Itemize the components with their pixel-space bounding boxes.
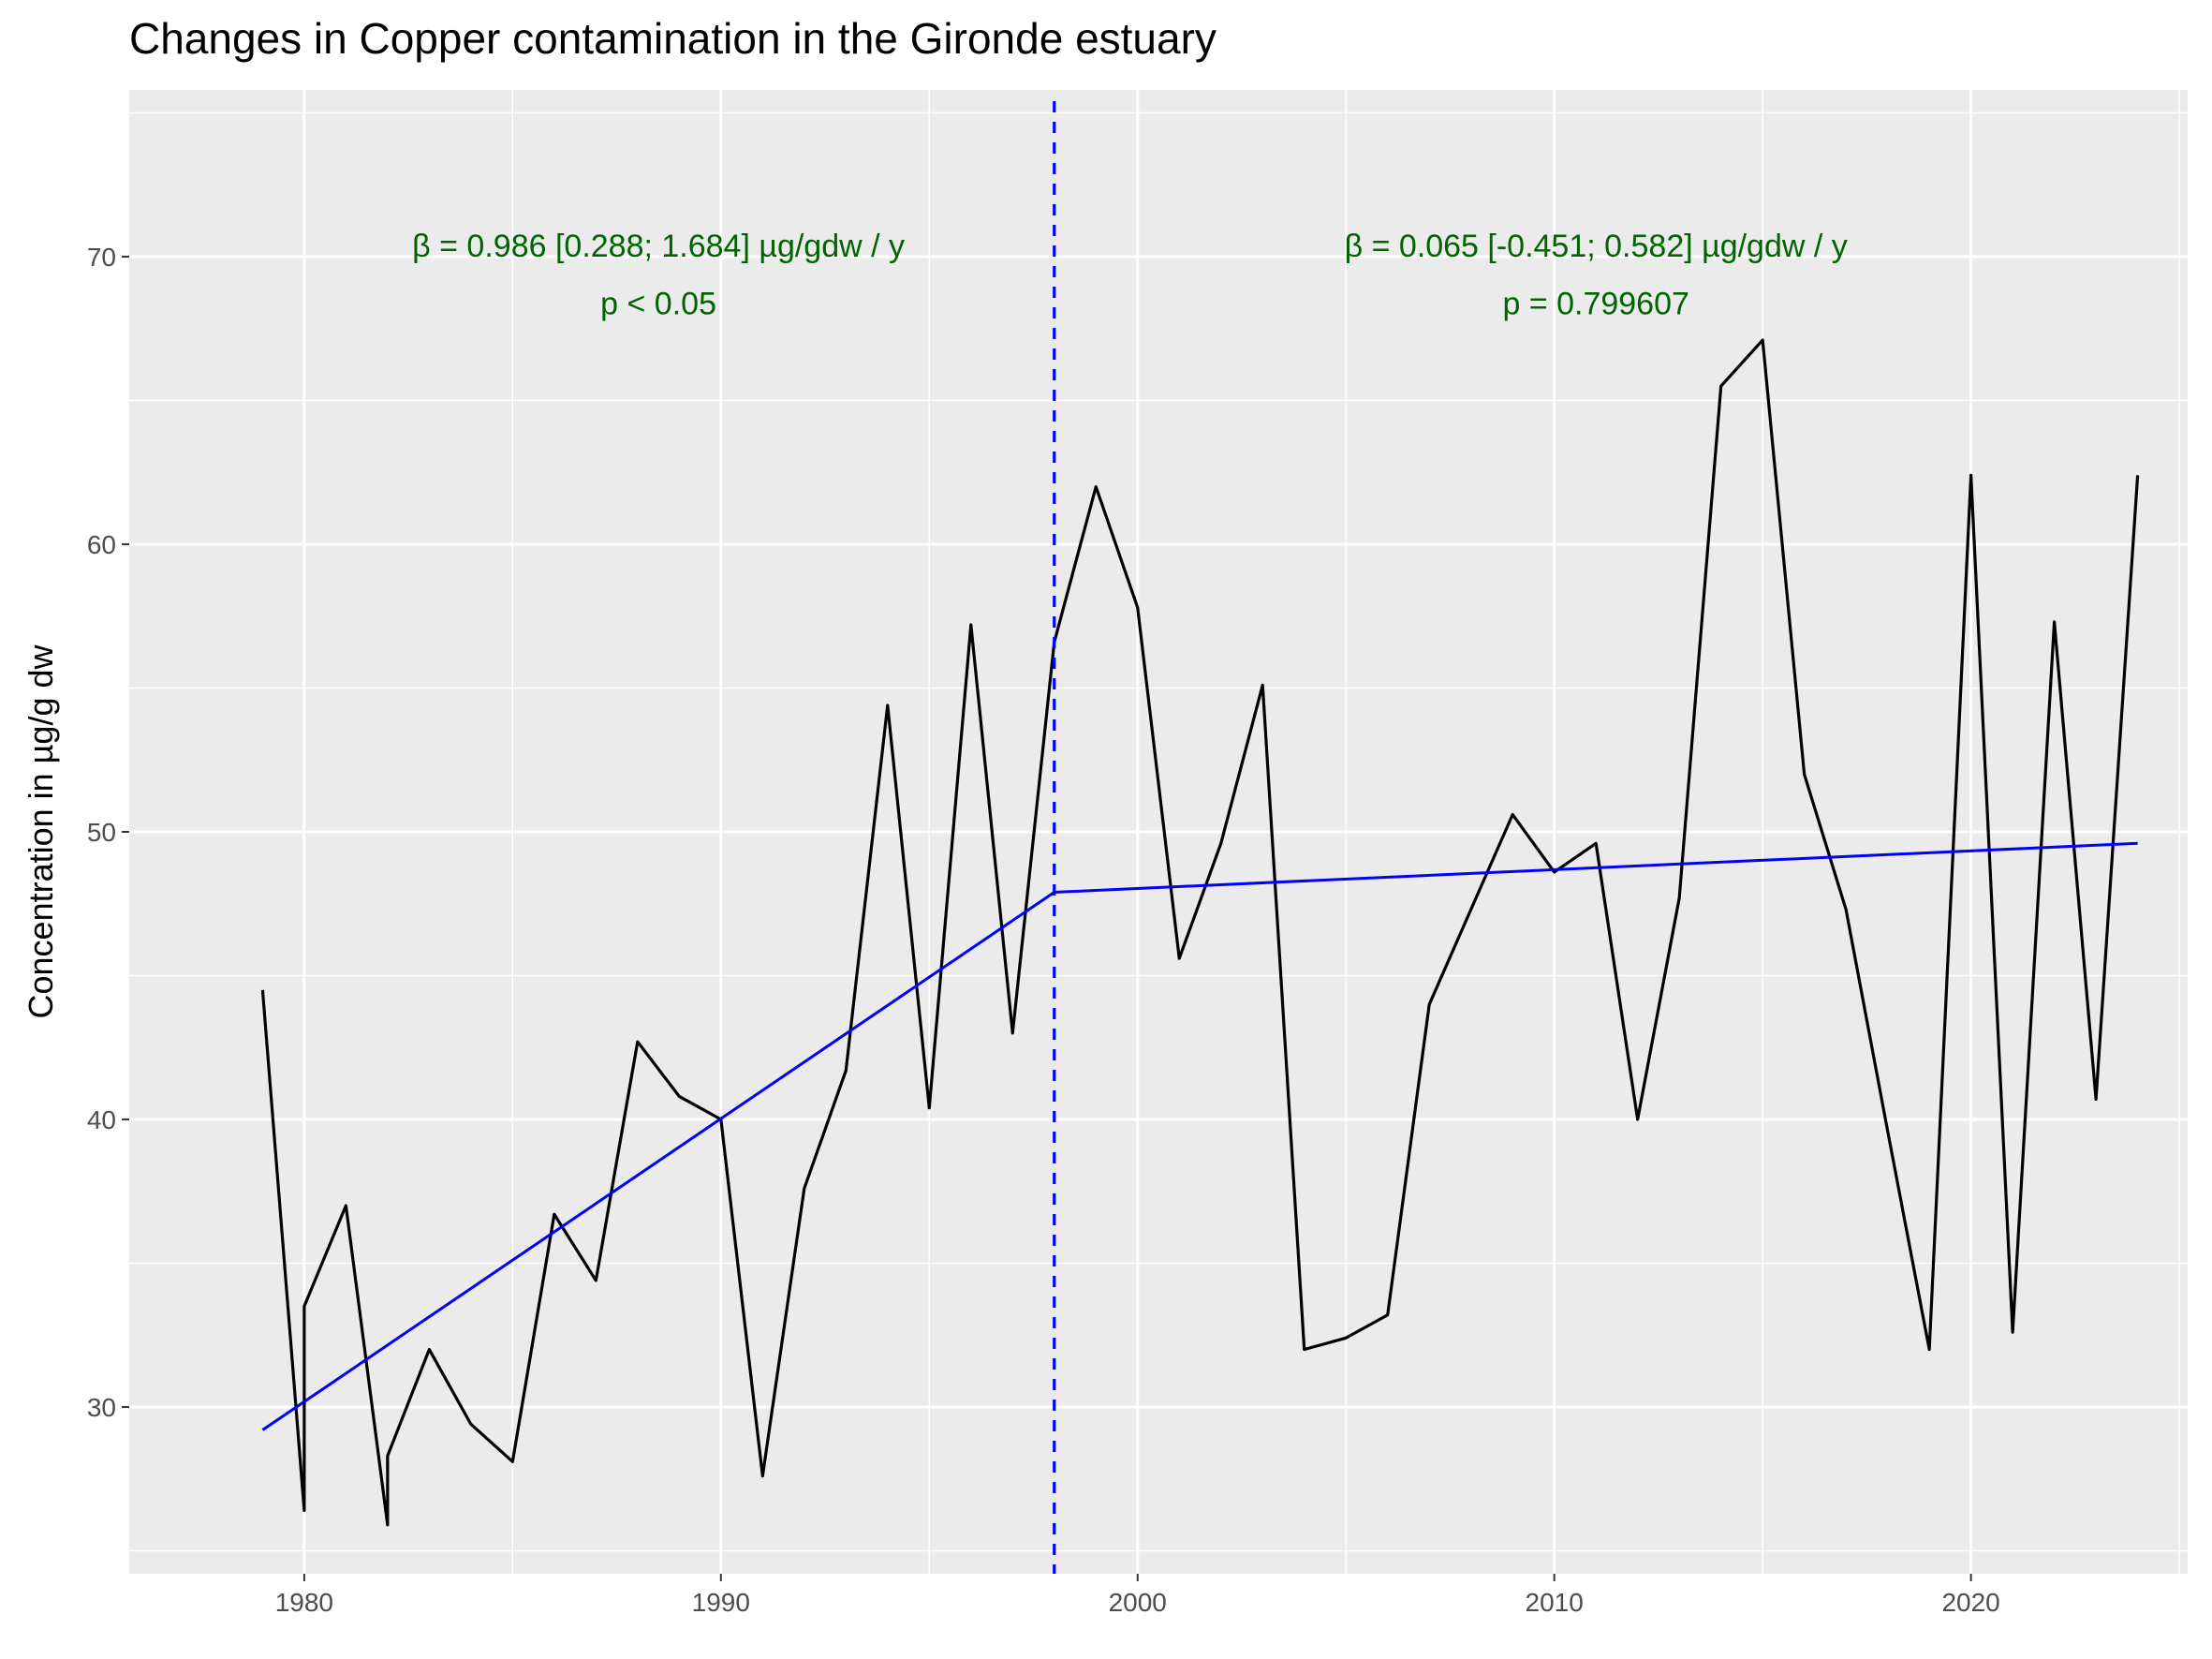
annotation-text: p < 0.05 xyxy=(600,286,716,321)
annotations: β = 0.986 [0.288; 1.684] µg/gdw / y p < 0… xyxy=(412,229,1848,321)
x-tick-label: 1990 xyxy=(692,1588,750,1617)
series xyxy=(260,101,2140,1574)
annotation-text: β = 0.065 [-0.451; 0.582] µg/gdw / y xyxy=(1345,229,1848,264)
chart-title: Changes in Copper contamination in the G… xyxy=(129,14,1217,63)
x-tick-label: 1980 xyxy=(275,1588,333,1617)
y-tick-label: 60 xyxy=(87,530,116,559)
annotation-text: β = 0.986 [0.288; 1.684] µg/gdw / y xyxy=(412,229,905,264)
annotation-text: p = 0.799607 xyxy=(1502,286,1688,321)
x-tick-label: 2000 xyxy=(1109,1588,1167,1617)
y-tick-label: 40 xyxy=(87,1105,116,1134)
axes: 1980 1990 2000 2010 2020 30 40 50 60 70 xyxy=(87,243,2000,1617)
grid-lines xyxy=(129,90,2188,1574)
y-tick-label: 50 xyxy=(87,818,116,847)
x-tick-label: 2010 xyxy=(1526,1588,1584,1617)
y-tick-label: 30 xyxy=(87,1393,116,1422)
y-axis-title: Concentration in µg/g dw xyxy=(22,644,60,1019)
concentration-series-line xyxy=(260,338,2140,1527)
x-tick-label: 2020 xyxy=(1941,1588,1999,1617)
y-tick-label: 70 xyxy=(87,243,116,272)
